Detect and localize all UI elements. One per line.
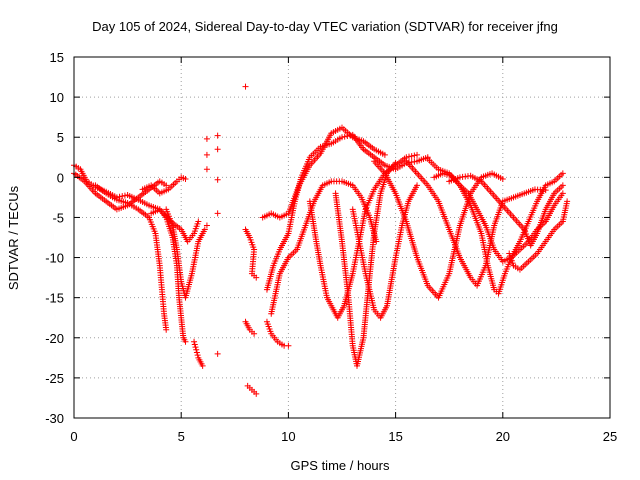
y-tick-label: 5 bbox=[57, 130, 64, 145]
data-point bbox=[191, 338, 198, 345]
series-arc-v bbox=[446, 172, 566, 249]
y-tick-label: 0 bbox=[57, 170, 64, 185]
data-point bbox=[408, 153, 415, 160]
series-arc-u bbox=[431, 170, 566, 265]
series-arc-j bbox=[244, 382, 260, 397]
data-point bbox=[285, 342, 292, 349]
data-point bbox=[201, 226, 208, 233]
x-tick-label: 10 bbox=[281, 429, 295, 444]
x-tick-label: 15 bbox=[388, 429, 402, 444]
data-point bbox=[193, 346, 200, 353]
series-arc-s bbox=[403, 158, 549, 289]
series-scatter-1 bbox=[203, 83, 249, 357]
series-arc-l bbox=[259, 124, 388, 221]
data-point bbox=[203, 151, 210, 158]
series-arc-k bbox=[263, 318, 292, 349]
data-point bbox=[192, 344, 199, 351]
data-point bbox=[182, 338, 189, 345]
data-point bbox=[214, 132, 221, 139]
data-point bbox=[253, 274, 260, 281]
data-point bbox=[347, 132, 354, 139]
series-arc-o bbox=[306, 151, 421, 321]
data-point bbox=[214, 210, 221, 217]
data-point bbox=[341, 133, 348, 140]
data-point bbox=[253, 390, 260, 397]
data-point bbox=[191, 341, 198, 348]
series-arc-r bbox=[371, 158, 506, 301]
series-arc-d bbox=[148, 206, 189, 345]
data-point bbox=[406, 153, 412, 160]
data-point bbox=[339, 134, 345, 141]
data-point bbox=[119, 193, 126, 200]
data-point bbox=[559, 182, 566, 189]
chart-title: Day 105 of 2024, Sidereal Day-to-day VTE… bbox=[92, 19, 558, 34]
y-tick-label: 15 bbox=[50, 50, 64, 65]
data-point bbox=[182, 175, 189, 182]
series-arc-i bbox=[242, 318, 258, 337]
series-arc-e bbox=[163, 206, 208, 301]
data-point bbox=[392, 159, 399, 166]
data-point bbox=[194, 352, 201, 359]
data-layer bbox=[71, 83, 571, 397]
x-tick-label: 5 bbox=[178, 429, 185, 444]
series-arc-w bbox=[506, 198, 571, 273]
data-point bbox=[564, 198, 571, 205]
data-point bbox=[414, 151, 421, 158]
data-point bbox=[199, 362, 206, 369]
series-arc-n bbox=[268, 178, 380, 317]
data-point bbox=[414, 182, 421, 189]
data-point bbox=[203, 222, 210, 229]
series-arc-q bbox=[349, 182, 421, 321]
data-point bbox=[214, 146, 221, 153]
data-point bbox=[499, 175, 506, 182]
x-tick-label: 20 bbox=[496, 429, 510, 444]
y-tick-label: -15 bbox=[45, 291, 64, 306]
y-axis-label: SDTVAR / TECUs bbox=[6, 185, 21, 290]
data-point bbox=[251, 330, 258, 337]
data-point bbox=[214, 350, 221, 357]
data-point bbox=[116, 193, 123, 200]
series-arc-h bbox=[242, 226, 260, 281]
plot-frame bbox=[73, 56, 611, 419]
data-point bbox=[411, 152, 418, 159]
data-point bbox=[214, 176, 221, 183]
tick-layer: 0 5 10 15 20 25 -30 -25 -20 -15 -10 -5 0 5 10 15 bbox=[45, 50, 617, 444]
data-point bbox=[559, 190, 566, 197]
data-point bbox=[203, 166, 210, 173]
data-point bbox=[203, 135, 210, 142]
data-point bbox=[559, 170, 566, 177]
y-tick-label: -20 bbox=[45, 331, 64, 346]
data-point bbox=[381, 151, 388, 158]
data-point bbox=[195, 218, 202, 225]
series-arc-g bbox=[191, 338, 206, 369]
series-arc-c bbox=[92, 182, 170, 333]
x-tick-label: 25 bbox=[603, 429, 617, 444]
y-tick-label: -10 bbox=[45, 251, 64, 266]
y-tick-label: -5 bbox=[52, 210, 64, 225]
y-tick-label: -25 bbox=[45, 371, 64, 386]
x-tick-label: 0 bbox=[70, 429, 77, 444]
data-point bbox=[193, 349, 200, 356]
data-point bbox=[373, 238, 380, 245]
series-arc-a bbox=[71, 162, 202, 245]
data-point bbox=[163, 182, 170, 189]
y-tick-label: 10 bbox=[50, 90, 64, 105]
data-point bbox=[242, 83, 249, 90]
y-tick-label: -30 bbox=[45, 411, 64, 426]
data-point bbox=[344, 133, 351, 140]
x-axis-label: GPS time / hours bbox=[291, 458, 390, 473]
series-arc-f bbox=[139, 174, 189, 197]
data-point bbox=[163, 326, 170, 333]
